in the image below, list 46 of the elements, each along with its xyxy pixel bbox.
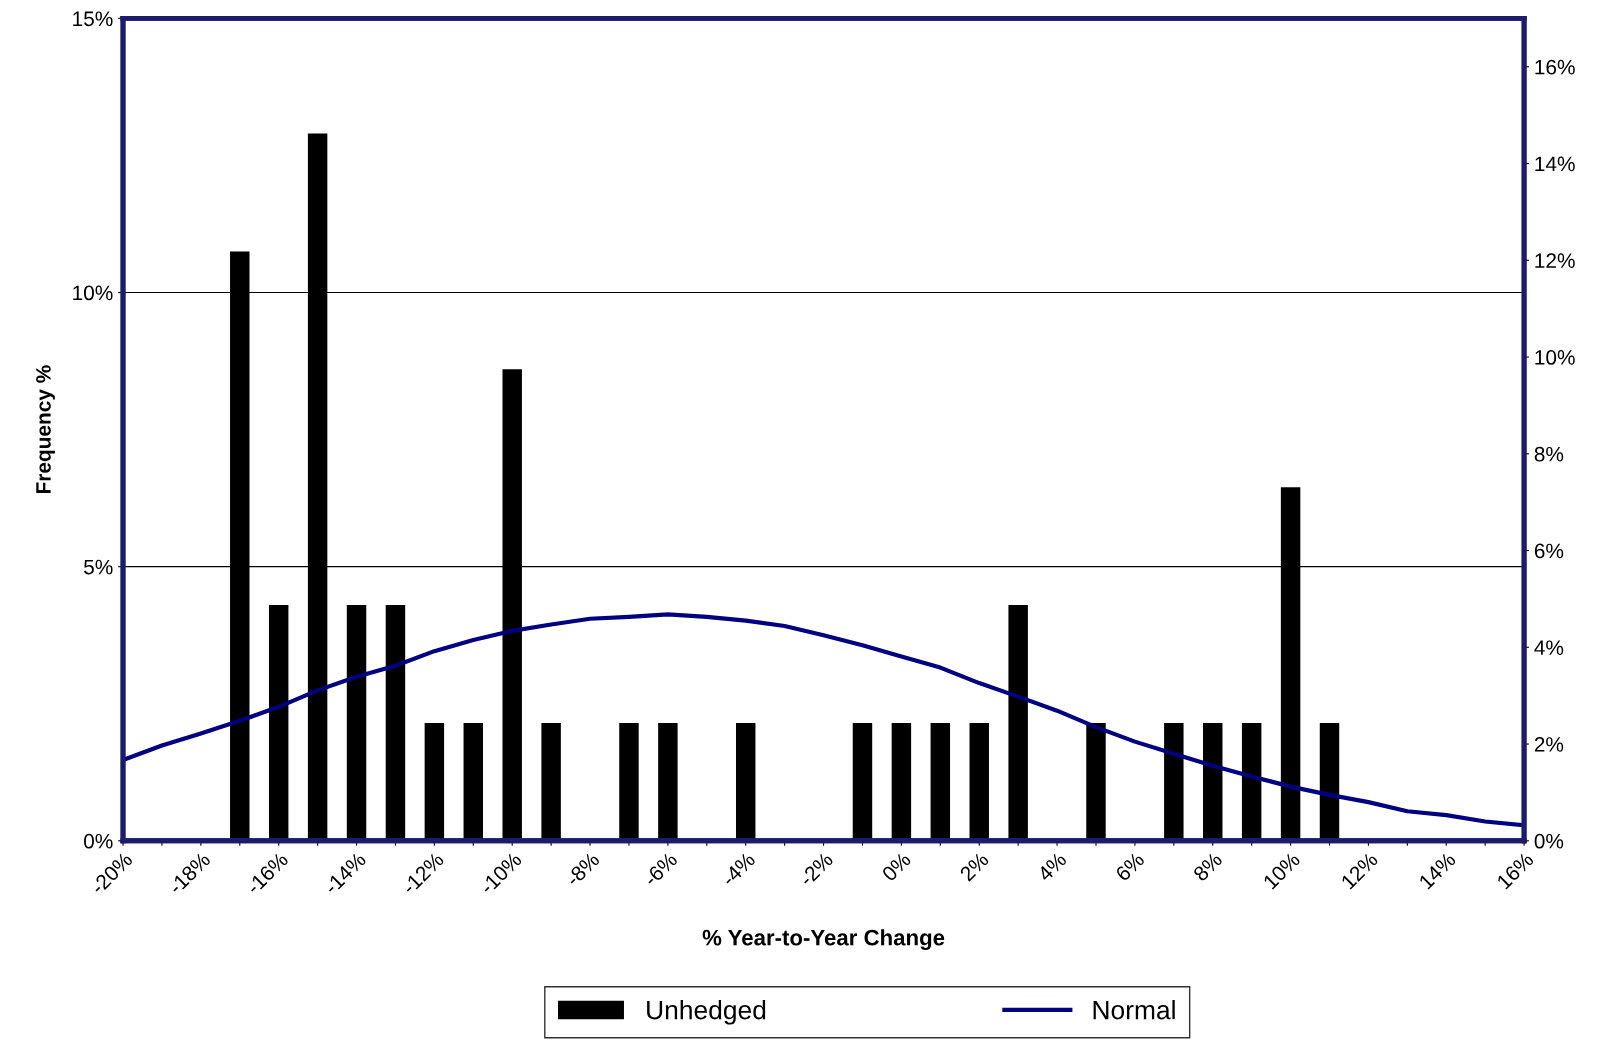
bar [346,605,367,841]
y2-tick-label: 12% [1535,253,1575,268]
bar [1086,722,1106,841]
bar [1203,722,1223,841]
line-series [123,612,1525,828]
bar [1241,722,1262,841]
y2-tick-label: 14% [1535,156,1575,172]
x-tick-label: 0% [881,851,912,883]
bar [852,722,873,841]
x-tick-label: -8% [564,851,601,887]
y2-tick-label: 6% [1534,543,1564,559]
y2-tick-label: 4% [1534,640,1564,655]
y-tick-label: 10% [73,285,113,301]
bar [424,722,445,841]
y2-tick-label: 8% [1534,446,1564,462]
bar [969,722,989,841]
bar [541,722,561,841]
x-tick-label: 6% [1114,851,1146,882]
bar [463,722,484,841]
bar [1008,605,1028,841]
y2-tick-label: 16% [1535,59,1575,75]
bar [1319,722,1340,841]
x-tick-label: -6% [642,851,679,887]
x-axis-title: % Year-to-Year Change [702,929,945,951]
x-tick-label: 4% [1036,851,1068,883]
bar [891,722,912,841]
y-tick-label: 15% [73,11,113,27]
legend-label: Normal [1093,1000,1175,1020]
y2-tick-label: 2% [1534,737,1564,752]
x-tick-label: -4% [720,851,756,887]
y-tick-label: 5% [84,559,113,575]
bar [1164,722,1184,841]
x-tick-label: 2% [959,851,990,882]
y-axis-title: Frequency % [36,365,55,494]
bar [735,722,756,841]
bar [658,722,678,841]
y2-tick-label: 10% [1535,350,1575,365]
bar [619,722,639,841]
legend-label: Unhedged [647,1000,766,1025]
y2-tick-label: 0% [1534,833,1564,849]
y-tick-label: 0% [84,833,113,849]
bar [268,605,289,841]
x-tick-label: 8% [1192,851,1224,882]
x-tick-label: -2% [798,851,834,887]
bar [930,722,951,841]
bar [385,605,406,841]
